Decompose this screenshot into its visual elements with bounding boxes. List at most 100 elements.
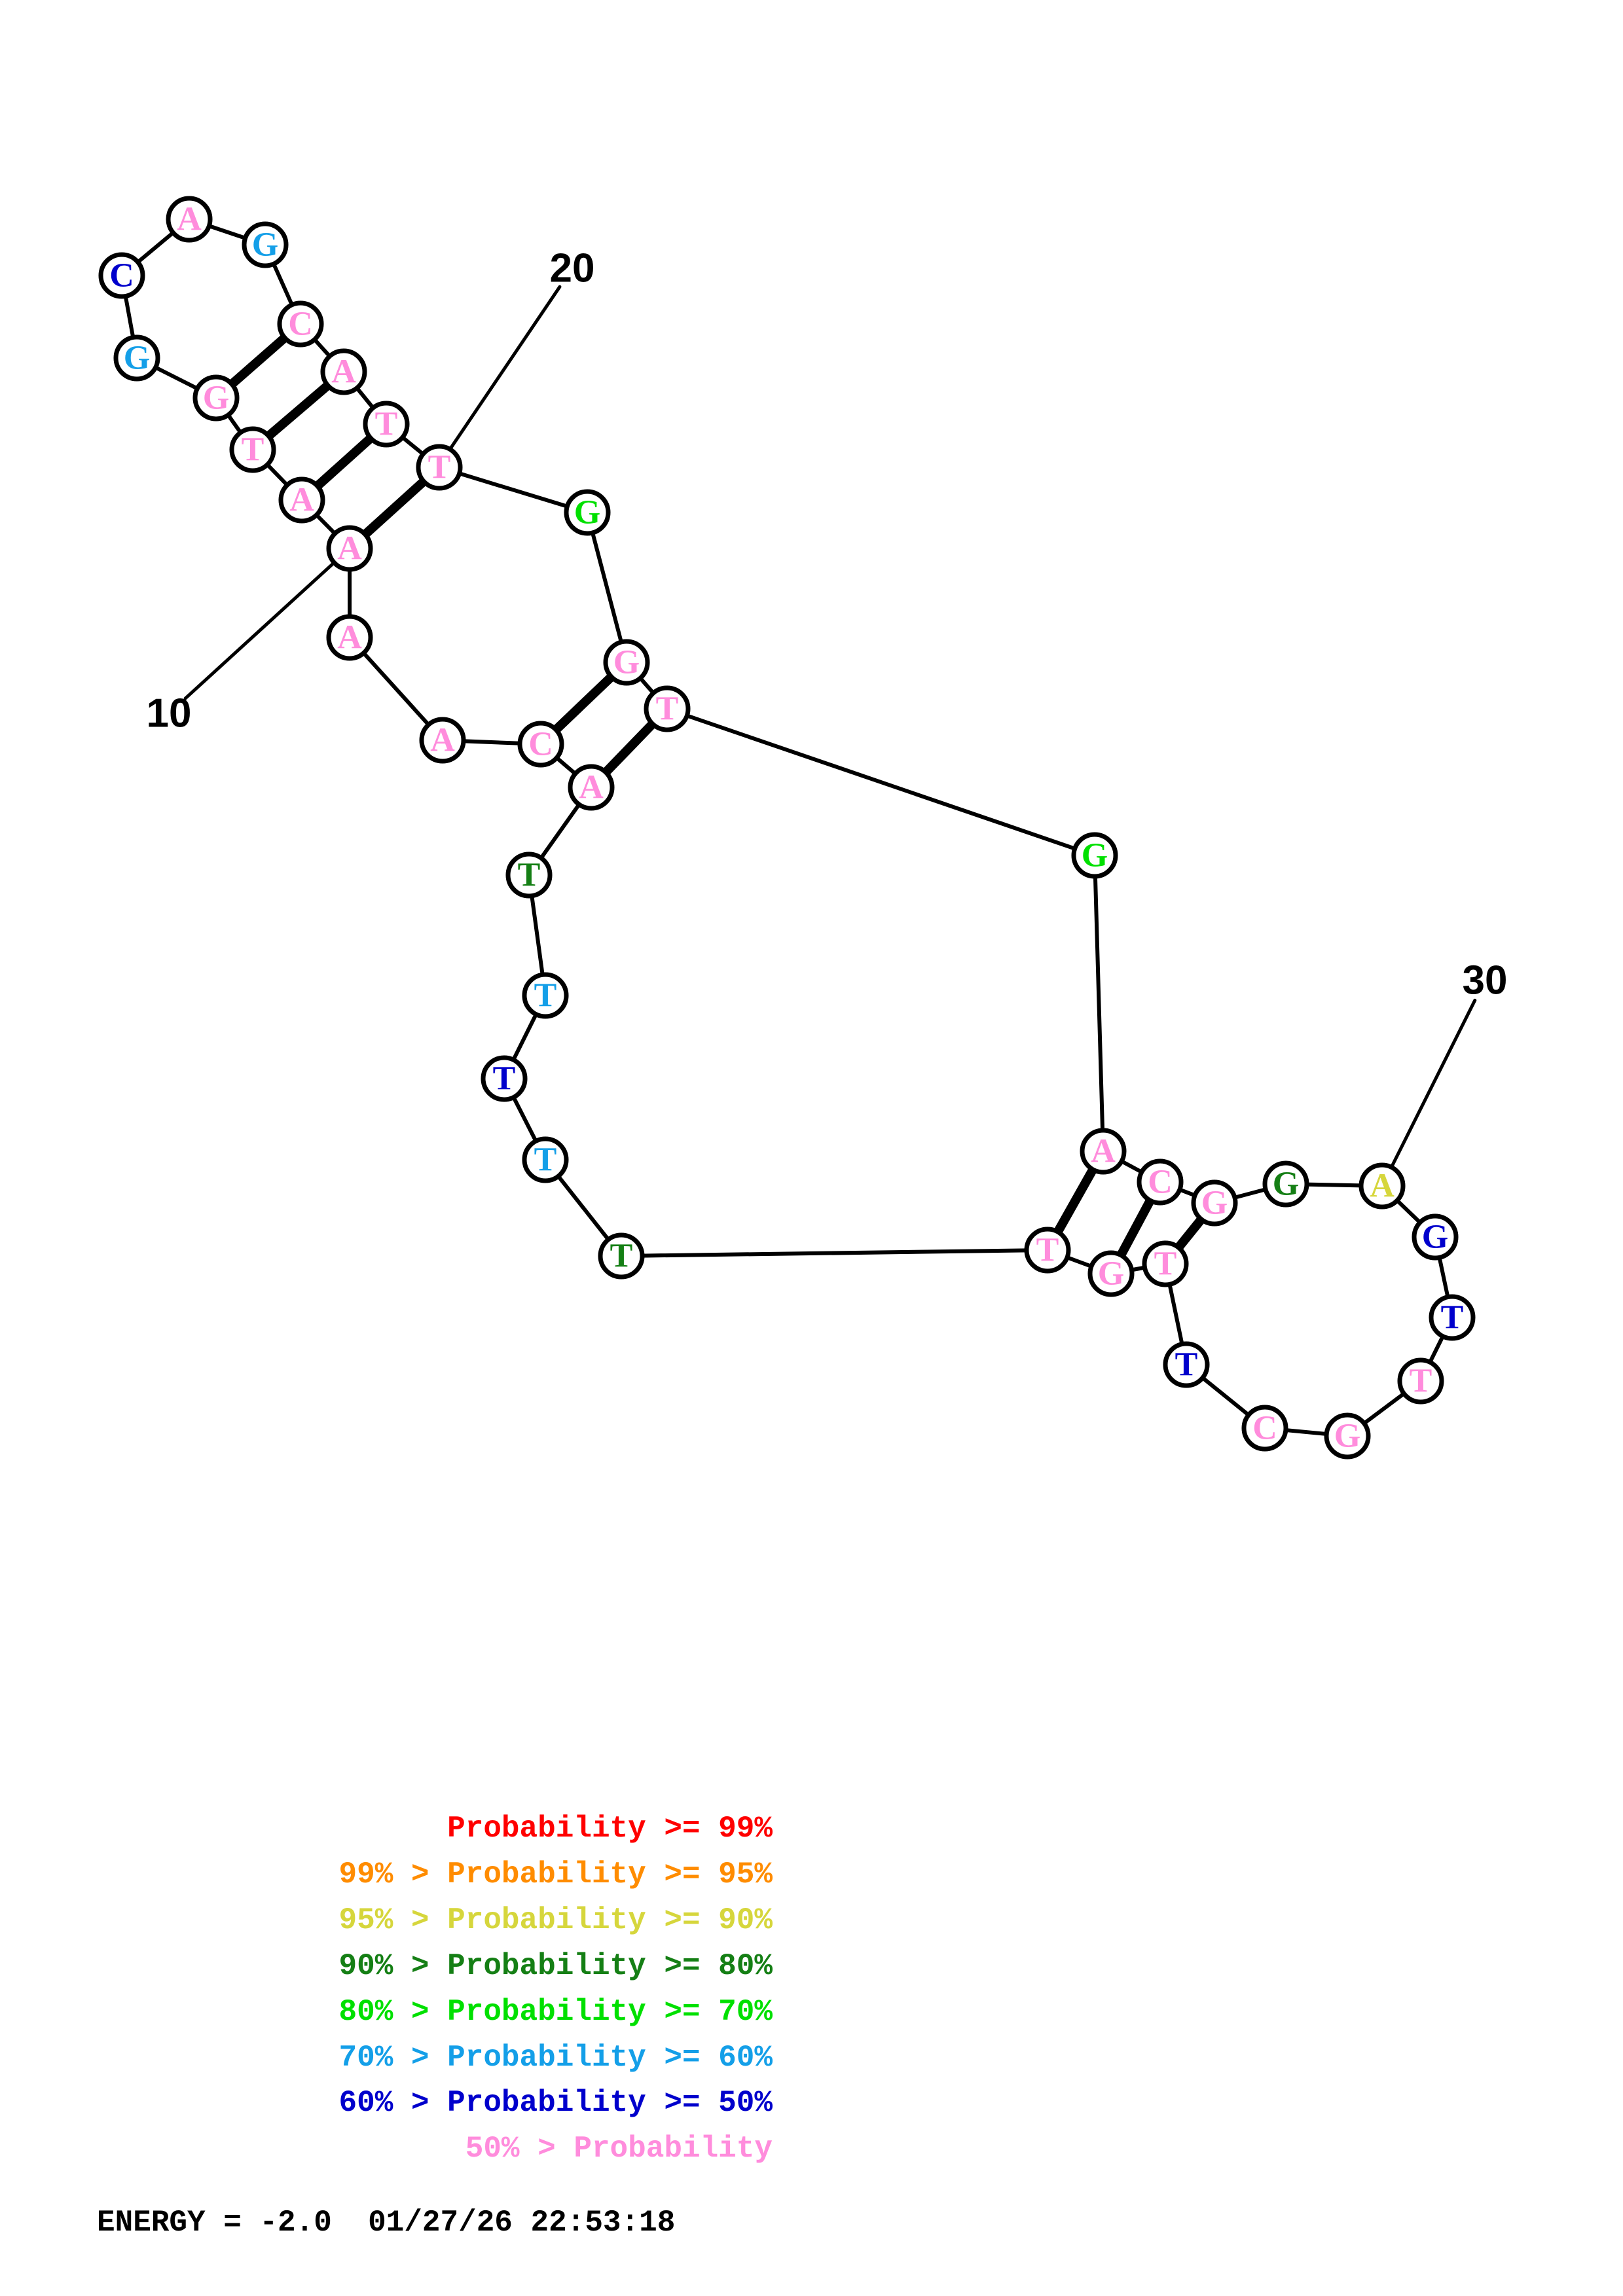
base-letter-23: T <box>1154 1246 1177 1283</box>
position-leader-lines <box>183 285 1477 1167</box>
base-pair-line <box>600 718 659 778</box>
base-letter-11: G <box>1082 837 1108 874</box>
backbone-line <box>1093 873 1105 1134</box>
base-circle-33[interactable] <box>419 717 466 764</box>
base-circle-28[interactable] <box>481 1055 528 1102</box>
base-circle-20[interactable] <box>1324 1412 1371 1460</box>
base-letter-7: T <box>428 449 451 486</box>
legend-row-7: 50% > Probability <box>465 2132 773 2166</box>
base-letter-29: T <box>534 977 557 1014</box>
base-pair-lines <box>226 332 1207 1261</box>
base-circle-16[interactable] <box>1359 1162 1406 1210</box>
base-circle-2[interactable] <box>166 196 213 243</box>
base-circle-23[interactable] <box>1142 1240 1189 1287</box>
base-circle-18[interactable] <box>1429 1294 1476 1341</box>
base-circle-21[interactable] <box>1241 1405 1288 1452</box>
base-circle-10[interactable] <box>644 685 691 732</box>
backbone-line <box>511 1094 538 1144</box>
base-letter-4: C <box>288 306 313 343</box>
backbone-line <box>314 512 338 536</box>
base-circle-13[interactable] <box>1137 1158 1184 1206</box>
legend-row-4: 80% > Probability >= 70% <box>338 1994 773 2029</box>
base-letter-34: A <box>337 619 362 656</box>
backbone-line <box>530 893 545 978</box>
base-letter-3: G <box>252 226 278 264</box>
base-circle-1[interactable] <box>98 252 145 299</box>
legend-row-2: 95% > Probability >= 90% <box>338 1903 773 1937</box>
backbone-line <box>1200 1375 1251 1418</box>
base-pair-line <box>359 476 429 540</box>
legend-row-0: Probability >= 99% <box>447 1812 773 1846</box>
base-letter-36: A <box>289 482 314 519</box>
base-circle-19[interactable] <box>1397 1357 1444 1405</box>
base-circle-36[interactable] <box>278 476 325 524</box>
backbone-line <box>638 675 656 696</box>
legend-row-5: 70% > Probability >= 60% <box>338 2040 773 2075</box>
base-circle-17[interactable] <box>1412 1213 1459 1261</box>
backbone-line <box>1119 1158 1144 1175</box>
base-letter-31: A <box>579 769 604 806</box>
base-circle-27[interactable] <box>522 1136 569 1183</box>
base-circle-22[interactable] <box>1163 1341 1210 1388</box>
base-circle-32[interactable] <box>517 721 564 768</box>
base-circle-39[interactable] <box>113 334 160 382</box>
base-circle-29[interactable] <box>522 972 569 1019</box>
backbone-line <box>225 412 244 435</box>
backbone-line <box>590 529 624 645</box>
base-circle-30[interactable] <box>505 852 553 899</box>
base-letter-16: A <box>1370 1168 1395 1205</box>
backbone-line <box>271 261 295 308</box>
base-circle-31[interactable] <box>568 764 615 811</box>
base-circle-12[interactable] <box>1080 1128 1127 1175</box>
base-circle-7[interactable] <box>416 444 463 491</box>
backbone-line <box>135 230 176 265</box>
base-letter-2: A <box>177 201 202 238</box>
backbone-line <box>361 650 431 728</box>
base-letter-19: T <box>1410 1363 1432 1400</box>
base-circle-38[interactable] <box>192 374 240 422</box>
base-circle-11[interactable] <box>1071 832 1118 879</box>
base-circle-9[interactable] <box>603 639 650 686</box>
base-circle-24[interactable] <box>1087 1250 1135 1297</box>
base-pair-line <box>1173 1213 1207 1253</box>
position-leader-line <box>1391 998 1477 1167</box>
base-pair-line <box>1116 1194 1156 1261</box>
base-circle-8[interactable] <box>564 489 611 536</box>
backbone-line <box>1065 1255 1094 1269</box>
position-leader-line <box>449 285 562 450</box>
base-circle-5[interactable] <box>320 348 367 395</box>
backbone-line <box>456 471 570 509</box>
base-letter-10: T <box>656 691 679 728</box>
base-circle-15[interactable] <box>1262 1160 1309 1208</box>
base-letter-38: G <box>203 380 229 417</box>
base-pair-line <box>312 433 376 492</box>
base-circle-25[interactable] <box>1024 1227 1071 1274</box>
base-circle-4[interactable] <box>277 300 324 348</box>
base-letter-33: A <box>430 722 455 759</box>
legend-row-1: 99% > Probability >= 95% <box>338 1857 773 1892</box>
legend-row-6: 60% > Probability >= 50% <box>338 2086 773 2121</box>
base-letter-28: T <box>493 1060 516 1098</box>
base-letter-13: C <box>1148 1164 1173 1201</box>
base-letter-20: G <box>1334 1418 1360 1455</box>
backbone-line <box>556 1174 611 1242</box>
backbone-line <box>639 1248 1030 1258</box>
backbone-line <box>312 336 333 359</box>
base-circle-26[interactable] <box>598 1232 645 1280</box>
base-circle-14[interactable] <box>1191 1179 1238 1227</box>
base-circle-6[interactable] <box>363 401 410 448</box>
backbone-line <box>511 1011 539 1063</box>
base-circle-35[interactable] <box>326 525 373 572</box>
base-letter-5: A <box>331 353 356 391</box>
backbone-line <box>1427 1333 1446 1365</box>
position-labels: 10 20 30 <box>147 246 1508 1003</box>
base-letter-18: T <box>1441 1299 1464 1336</box>
base-pair-line <box>263 380 334 442</box>
backbone-line <box>1231 1187 1269 1200</box>
base-circle-37[interactable] <box>229 426 276 473</box>
position-label-10: 10 <box>147 691 192 736</box>
base-letter-24: G <box>1098 1255 1124 1293</box>
base-circle-3[interactable] <box>242 221 289 268</box>
base-circle-34[interactable] <box>326 614 373 661</box>
base-letter-6: T <box>375 406 398 443</box>
